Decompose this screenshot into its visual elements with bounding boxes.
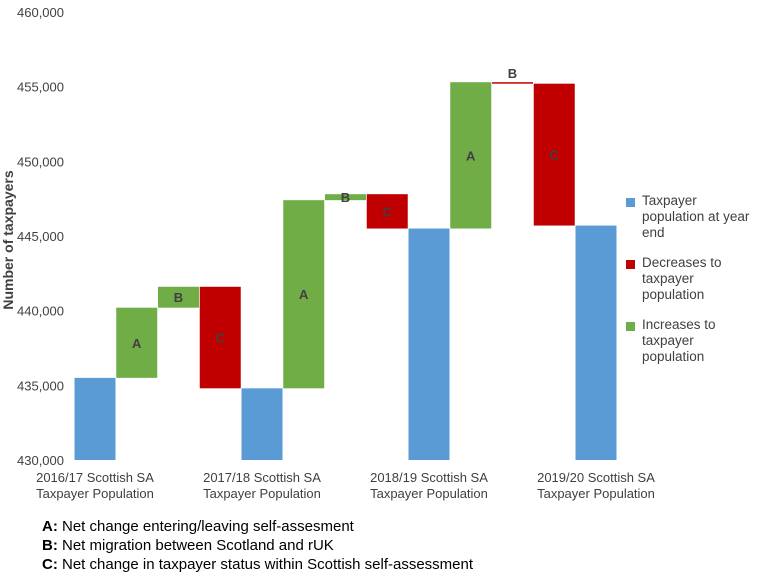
y-tick-label: 460,000 [17, 5, 64, 20]
note-key: B: [42, 537, 58, 554]
y-tick-label: 450,000 [17, 154, 64, 169]
x-tick-label: Taxpayer Population [36, 486, 154, 501]
note-key: C: [42, 556, 58, 573]
legend-swatch-total [626, 198, 635, 207]
bar-increase [158, 286, 199, 308]
x-tick-label: Taxpayer Population [203, 486, 321, 501]
note-text: Net migration between Scotland and rUK [62, 537, 334, 554]
legend: Taxpayer population at year end Decrease… [622, 193, 757, 379]
bar-decrease [199, 286, 241, 389]
bars: A B C A B C A B C [74, 66, 617, 460]
x-tick-label: 2017/18 Scottish SA [203, 470, 321, 485]
bar-total [74, 377, 116, 460]
bar-total [241, 388, 283, 460]
legend-label-increase: Increases to taxpayer population [642, 317, 716, 364]
bar-decrease [533, 83, 575, 226]
note-text: Net change in taxpayer status within Sco… [62, 556, 474, 573]
y-tick-label: 440,000 [17, 304, 64, 319]
bar-decrease [366, 194, 408, 229]
x-tick-label: Taxpayer Population [370, 486, 488, 501]
y-tick-label: 455,000 [17, 80, 64, 95]
y-axis-ticks: 430,000 435,000 440,000 445,000 450,000 455,0… [17, 5, 64, 468]
footnotes: A: Net change entering/leaving self-asse… [42, 517, 473, 574]
segment-label: C [383, 204, 393, 219]
segment-label: C [216, 331, 226, 346]
segment-label: A [466, 148, 476, 163]
x-tick-label: 2018/19 Scottish SA [370, 470, 488, 485]
bar-increase [283, 200, 325, 389]
note-c: C: Net change in taxpayer status within … [42, 555, 473, 574]
note-b: B: Net migration between Scotland and rU… [42, 536, 473, 555]
bar-increase [325, 194, 366, 201]
waterfall-chart: 430,000 435,000 440,000 445,000 450,000 455,0… [0, 5, 655, 501]
note-a: A: Net change entering/leaving self-asse… [42, 517, 473, 536]
x-tick-label: 2019/20 Scottish SA [537, 470, 655, 485]
segment-label: B [508, 66, 517, 81]
legend-swatch-decrease [626, 260, 635, 269]
y-tick-label: 430,000 [17, 453, 64, 468]
x-tick-label: Taxpayer Population [537, 486, 655, 501]
legend-label-total: Taxpayer population at year end [642, 193, 750, 240]
note-key: A: [42, 518, 58, 535]
y-tick-label: 445,000 [17, 229, 64, 244]
legend-swatch-increase [626, 322, 635, 331]
legend-item-increase: Increases to taxpayer population [622, 317, 757, 365]
segment-label: C [550, 148, 560, 163]
legend-label-decrease: Decreases to taxpayer population [642, 255, 722, 302]
segment-label: A [299, 287, 309, 302]
legend-item-decrease: Decreases to taxpayer population [622, 255, 757, 303]
y-tick-label: 435,000 [17, 378, 64, 393]
bar-total [575, 225, 617, 460]
x-tick-label: 2016/17 Scottish SA [36, 470, 154, 485]
segment-label: A [132, 336, 142, 351]
segment-label: B [341, 190, 350, 205]
bar-total [408, 228, 450, 460]
bar-increase [450, 82, 492, 229]
note-text: Net change entering/leaving self-assesme… [62, 518, 354, 535]
y-axis-label: Number of taxpayers [0, 170, 16, 309]
legend-item-total: Taxpayer population at year end [622, 193, 757, 241]
bar-increase [116, 307, 158, 378]
segment-label: B [174, 290, 183, 305]
bar-decrease [492, 82, 533, 84]
